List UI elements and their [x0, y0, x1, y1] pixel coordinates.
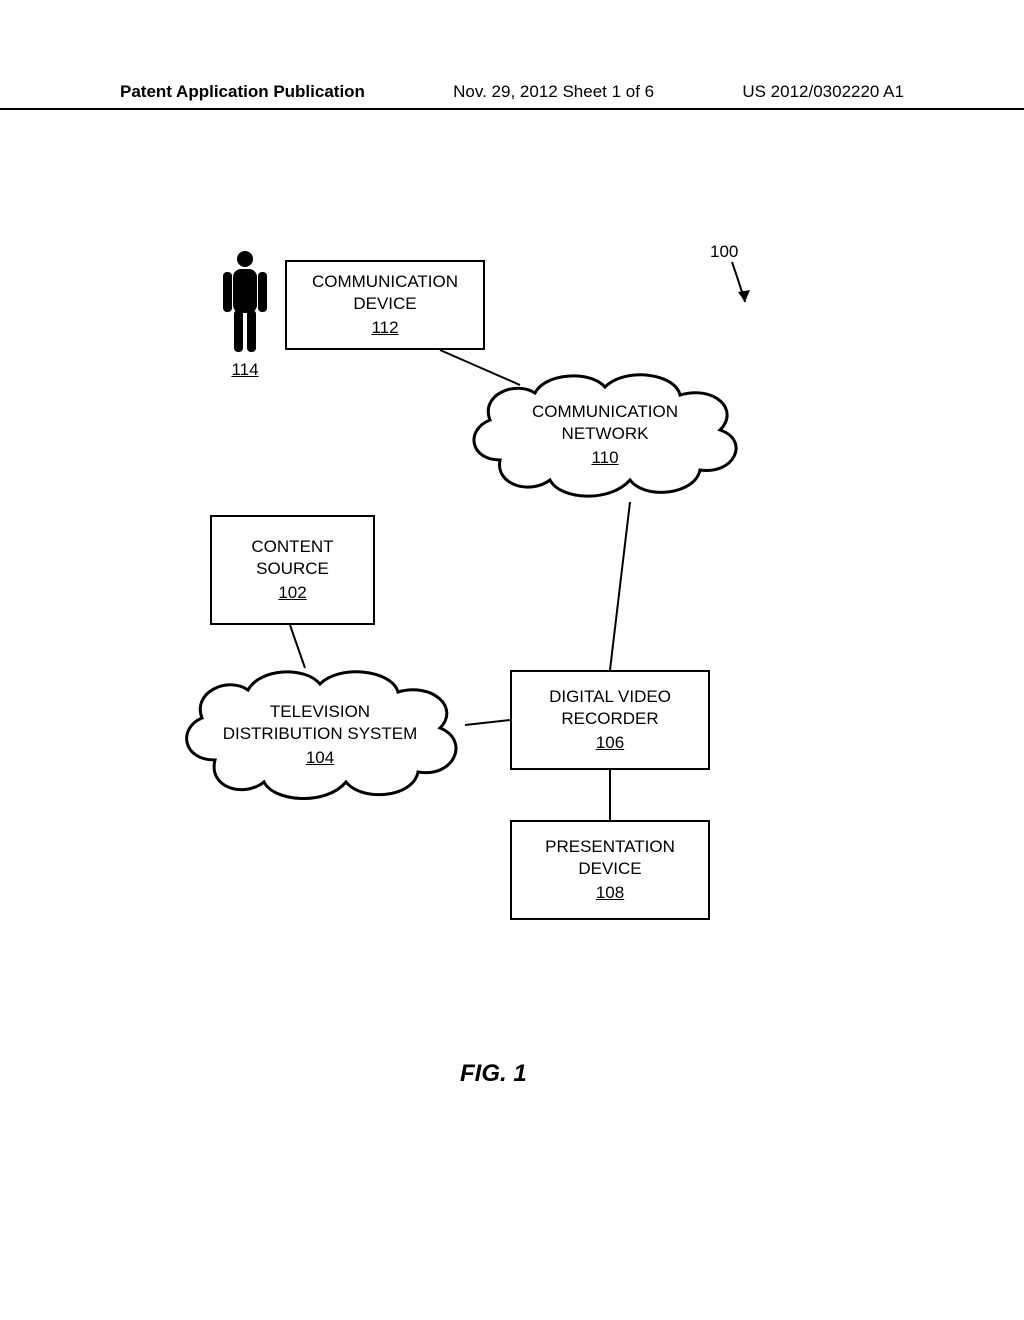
communication-device-label2: DEVICE — [353, 293, 416, 315]
content-source-ref: 102 — [278, 582, 306, 604]
dvr-label2: RECORDER — [561, 708, 658, 730]
figure-1-diagram: 114 COMMUNICATION DEVICE 112 COMMUNICATI… — [180, 230, 860, 1050]
header-right: US 2012/0302220 A1 — [742, 82, 904, 102]
header-mid: Nov. 29, 2012 Sheet 1 of 6 — [453, 82, 654, 102]
presentation-label2: DEVICE — [578, 858, 641, 880]
communication-device-label1: COMMUNICATION — [312, 271, 458, 293]
content-source-label1: CONTENT — [251, 536, 333, 558]
line-commnet-dvr — [610, 502, 630, 670]
communication-network-ref: 110 — [591, 447, 618, 469]
system-ref-arrow — [732, 262, 745, 302]
presentation-label1: PRESENTATION — [545, 836, 675, 858]
system-ref-arrowhead — [738, 290, 750, 302]
presentation-device-box: PRESENTATION DEVICE 108 — [510, 820, 710, 920]
dvr-ref: 106 — [596, 732, 624, 754]
tv-dist-label1: TELEVISION — [270, 701, 370, 723]
connector-lines — [180, 230, 860, 1050]
line-tvdist-dvr — [465, 720, 510, 725]
dvr-box: DIGITAL VIDEO RECORDER 106 — [510, 670, 710, 770]
user-icon: 114 — [220, 250, 270, 380]
user-ref: 114 — [220, 360, 270, 380]
communication-device-box: COMMUNICATION DEVICE 112 — [285, 260, 485, 350]
content-source-box: CONTENT SOURCE 102 — [210, 515, 375, 625]
tv-dist-label2: DISTRIBUTION SYSTEM — [223, 723, 418, 745]
figure-label: FIG. 1 — [460, 1060, 527, 1088]
communication-device-ref: 112 — [371, 317, 398, 339]
content-source-label2: SOURCE — [256, 558, 329, 580]
communication-network-label1: COMMUNICATION — [532, 401, 678, 423]
communication-network-label2: NETWORK — [562, 423, 649, 445]
communication-network-cloud: COMMUNICATION NETWORK 110 — [460, 365, 750, 505]
tv-distribution-cloud: TELEVISION DISTRIBUTION SYSTEM 104 — [170, 660, 470, 810]
dvr-label1: DIGITAL VIDEO — [549, 686, 671, 708]
header-left: Patent Application Publication — [120, 82, 365, 102]
tv-dist-ref: 104 — [306, 747, 334, 769]
presentation-ref: 108 — [596, 882, 624, 904]
system-ref-number: 100 — [710, 242, 738, 262]
patent-header: Patent Application Publication Nov. 29, … — [0, 82, 1024, 110]
